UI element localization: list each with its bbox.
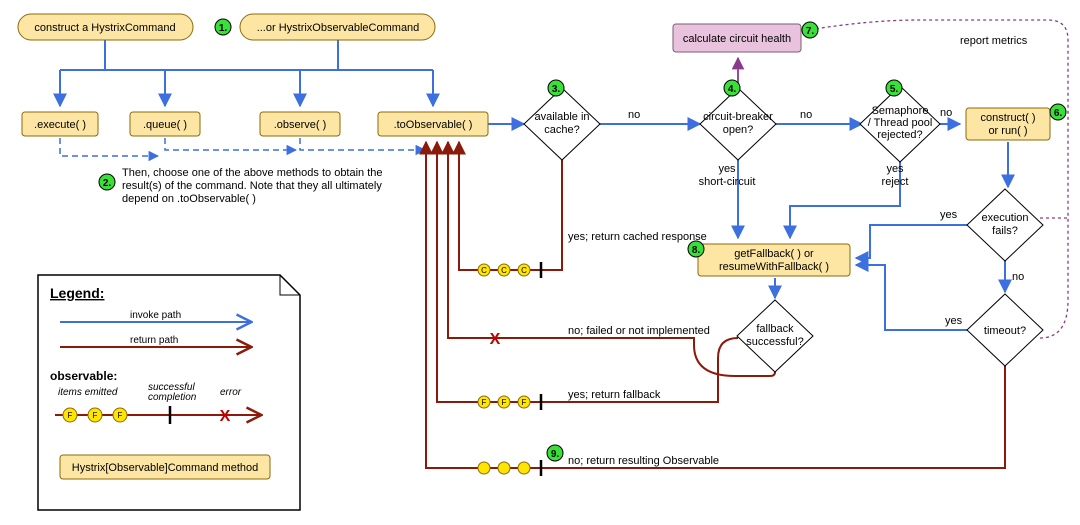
invoke-lines	[60, 40, 433, 106]
node-construct-run: construct( ) or run( )	[966, 108, 1050, 140]
return-final: no; return resulting Observable	[426, 142, 1005, 476]
svg-text:fallback: fallback	[756, 323, 794, 335]
svg-text:.observe( ): .observe( )	[274, 119, 327, 131]
return-cache: C C C yes; return cached response	[459, 142, 707, 278]
exfail-yes: yes	[940, 209, 958, 221]
svg-text:available in: available in	[534, 111, 589, 123]
svg-text:Legend:: Legend:	[50, 285, 104, 301]
svg-text:open?: open?	[723, 124, 754, 136]
svg-text:3.: 3.	[552, 84, 561, 95]
svg-text:return path: return path	[130, 335, 178, 346]
svg-text:C: C	[481, 266, 487, 275]
diamond-timeout: timeout?	[967, 294, 1043, 366]
exfail-no: no	[1012, 271, 1024, 283]
final-label: no; return resulting Observable	[568, 455, 719, 467]
node-fallback: getFallback( ) or resumeWithFallback( )	[698, 244, 850, 276]
svg-text:error: error	[220, 387, 242, 398]
node-to-observable: .toObservable( )	[378, 112, 488, 136]
svg-text:timeout?: timeout?	[984, 325, 1026, 337]
svg-text:2.: 2.	[103, 178, 112, 189]
svg-text:F: F	[482, 398, 487, 407]
edge-no-1: no	[628, 109, 640, 121]
svg-text:F: F	[522, 398, 527, 407]
node-hystrix-observable-command: ...or HystrixObservableCommand	[240, 14, 435, 40]
breaker-sc: short-circuit	[699, 176, 756, 188]
svg-text:Semaphore: Semaphore	[872, 105, 929, 117]
sema-reject: reject	[882, 176, 909, 188]
svg-text:.queue( ): .queue( )	[143, 119, 187, 131]
node-hystrix-command: construct a HystrixCommand	[18, 14, 193, 40]
node-observe: .observe( )	[260, 112, 340, 136]
diamond-cache: available in cache?	[524, 88, 600, 160]
svg-text:/ Thread pool: / Thread pool	[868, 117, 933, 129]
svg-text:4.: 4.	[728, 84, 737, 95]
svg-text:Hystrix[Observable]Command met: Hystrix[Observable]Command method	[72, 462, 258, 474]
svg-text:construct( ): construct( )	[980, 112, 1035, 124]
note-2: Then, choose one of the above methods to…	[122, 167, 383, 205]
svg-text:9.: 9.	[551, 449, 560, 460]
svg-text:7.: 7.	[806, 26, 815, 37]
svg-text:C: C	[521, 266, 527, 275]
node-calc-health: calculate circuit health	[673, 24, 801, 52]
diamond-breaker: circuit-breaker open?	[700, 88, 776, 160]
node-queue: .queue( )	[130, 112, 200, 136]
hystrix-flow-diagram: no no no yes short-circuit yes reject ye…	[0, 0, 1080, 525]
svg-text:F: F	[68, 411, 73, 420]
svg-text:8.: 8.	[692, 245, 701, 256]
svg-text:.toObservable( ): .toObservable( )	[394, 119, 473, 131]
breaker-yes: yes	[718, 163, 736, 175]
svg-text:successful?: successful?	[746, 336, 803, 348]
svg-text:fails?: fails?	[992, 225, 1018, 237]
svg-text:X: X	[220, 408, 231, 425]
svg-text:F: F	[118, 411, 123, 420]
svg-text:or run( ): or run( )	[988, 125, 1027, 137]
timeout-yes: yes	[945, 315, 963, 327]
report-metrics: report metrics	[960, 35, 1028, 47]
svg-text:C: C	[501, 266, 507, 275]
diamond-execution-fails: execution fails?	[967, 189, 1043, 261]
svg-text:getFallback( ) or: getFallback( ) or	[734, 248, 814, 260]
svg-text:result(s) of the command. Note: result(s) of the command. Note that they…	[122, 180, 382, 192]
cache-yes-label: yes; return cached response	[568, 231, 707, 243]
svg-text:circuit-breaker: circuit-breaker	[703, 111, 773, 123]
edge-no-2: no	[800, 109, 812, 121]
svg-text:depend on .toObservable( ): depend on .toObservable( )	[122, 193, 256, 205]
svg-text:invoke path: invoke path	[130, 310, 181, 321]
svg-text:X: X	[490, 331, 501, 348]
svg-text:.execute( ): .execute( )	[34, 119, 86, 131]
svg-text:5.: 5.	[890, 84, 899, 95]
fb-failed-label: no; failed or not implemented	[568, 325, 710, 337]
invoke-dashed	[60, 138, 425, 156]
svg-text:completion: completion	[148, 392, 197, 403]
svg-text:F: F	[502, 398, 507, 407]
diamond-semaphore: Semaphore / Thread pool rejected?	[860, 86, 940, 162]
sema-yes: yes	[886, 163, 904, 175]
legend: Legend: invoke path return path observab…	[38, 275, 300, 510]
diamond-fallback-ok: fallback successful?	[737, 300, 813, 372]
svg-text:execution: execution	[981, 212, 1028, 224]
svg-text:F: F	[93, 411, 98, 420]
svg-text:rejected?: rejected?	[877, 129, 922, 141]
svg-text:...or HystrixObservableCommand: ...or HystrixObservableCommand	[257, 22, 420, 34]
svg-text:6.: 6.	[1054, 108, 1063, 119]
svg-text:calculate circuit health: calculate circuit health	[683, 33, 791, 45]
svg-text:resumeWithFallback( ): resumeWithFallback( )	[719, 261, 829, 273]
fb-yes-label: yes; return fallback	[568, 389, 661, 401]
node-execute: .execute( )	[22, 112, 98, 136]
svg-text:construct a HystrixCommand: construct a HystrixCommand	[34, 22, 175, 34]
svg-text:Then, choose one of the above: Then, choose one of the above methods to…	[122, 167, 383, 179]
svg-text:items emitted: items emitted	[58, 387, 118, 398]
svg-text:cache?: cache?	[544, 124, 579, 136]
edge-no-3: no	[940, 107, 952, 119]
svg-text:1.: 1.	[219, 23, 228, 34]
svg-text:observable:: observable:	[50, 369, 117, 383]
